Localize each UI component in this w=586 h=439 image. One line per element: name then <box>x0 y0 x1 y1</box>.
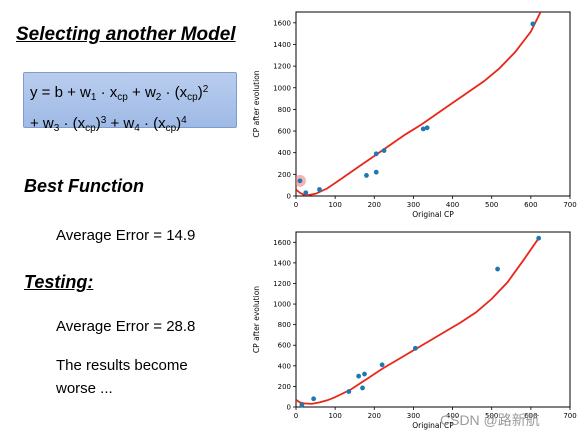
x-tick-label: 400 <box>446 201 459 209</box>
formula-box: y = b + w1 · xcp + w2 · (xcp)2 + w3 · (x… <box>23 72 237 134</box>
formula-part: · x <box>96 84 118 101</box>
slide-title: Selecting another Model <box>16 24 236 45</box>
y-tick-label: 1600 <box>273 19 291 27</box>
data-point <box>360 385 365 391</box>
formula-part: cp <box>117 92 128 103</box>
formula-part: 4 <box>134 123 140 134</box>
data-point <box>530 21 536 27</box>
y-tick-label: 1400 <box>273 259 291 267</box>
formula-part: cp <box>187 92 198 103</box>
x-tick-label: 700 <box>563 201 576 209</box>
y-tick-label: 1200 <box>273 63 291 71</box>
y-tick-label: 1400 <box>273 41 291 49</box>
plot-frame <box>295 11 571 197</box>
formula-part: cp <box>165 123 177 134</box>
data-point <box>424 125 430 131</box>
x-tick-label: 100 <box>328 201 341 209</box>
formula-part: · (x <box>139 115 166 132</box>
formula-part: 2 <box>202 84 209 95</box>
x-tick-label: 200 <box>368 412 381 420</box>
x-tick-label: 700 <box>563 412 576 420</box>
data-point <box>299 402 305 408</box>
data-point <box>420 126 426 132</box>
x-tick-label: 600 <box>524 412 537 420</box>
data-point <box>412 345 418 351</box>
y-tick-label: 1200 <box>273 280 291 288</box>
data-point <box>362 371 367 377</box>
y-tick-label: 0 <box>287 404 291 412</box>
x-tick-label: 300 <box>407 201 420 209</box>
plot-frame <box>295 231 571 408</box>
x-tick-label: 600 <box>524 201 537 209</box>
x-tick-label: 200 <box>368 201 381 209</box>
formula-part: + w <box>30 115 54 132</box>
data-point <box>536 235 542 241</box>
y-tick-label: 1000 <box>273 84 291 92</box>
formula-part: 3 <box>53 123 60 134</box>
formula-part: 4 <box>181 115 187 126</box>
x-tick-label: 0 <box>294 412 298 420</box>
data-point <box>495 266 500 272</box>
x-tick-label: 300 <box>407 412 420 420</box>
x-tick-label: 400 <box>446 412 459 420</box>
best-function-error: Average Error = 14.9 <box>56 227 196 244</box>
formula-part: y = b + w <box>30 84 91 101</box>
y-tick-label: 800 <box>278 321 291 329</box>
formula-part: · (x <box>59 115 86 132</box>
data-point <box>373 151 379 157</box>
formula-part: 2 <box>155 92 162 103</box>
data-point <box>364 173 369 178</box>
y-axis-label: CP after evolution <box>252 70 261 137</box>
fit-curve <box>296 12 542 196</box>
data-point <box>381 148 387 153</box>
y-tick-label: 400 <box>278 149 291 157</box>
x-tick-label: 500 <box>485 412 498 420</box>
y-tick-label: 800 <box>278 106 291 114</box>
x-tick-label: 100 <box>328 412 341 420</box>
y-tick-label: 200 <box>278 383 291 391</box>
y-tick-label: 600 <box>278 342 291 350</box>
result-line-1: The results become <box>56 357 188 374</box>
x-tick-label: 500 <box>485 201 498 209</box>
formula-part: + w <box>127 84 156 101</box>
data-point <box>356 373 362 379</box>
x-axis-label: Original CP <box>412 210 454 219</box>
data-point <box>373 169 379 175</box>
fit-curve <box>296 237 540 405</box>
formula-part: cp <box>85 123 96 134</box>
data-point <box>379 362 385 368</box>
y-tick-label: 400 <box>278 362 291 370</box>
data-point <box>311 396 317 402</box>
formula-part: 1 <box>90 92 97 103</box>
y-tick-label: 600 <box>278 128 291 136</box>
formula-part: · (x <box>161 84 188 101</box>
data-point <box>317 187 322 192</box>
y-tick-label: 1000 <box>273 301 291 309</box>
formula-part: ) <box>95 115 101 132</box>
testing-error: Average Error = 28.8 <box>56 318 196 335</box>
y-axis-label: CP after evolution <box>252 286 261 353</box>
formula-part: ) <box>197 84 203 101</box>
formula-part: 3 <box>100 115 107 126</box>
formula-line-2: + w3 · (xcp)3 + w4 · (xcp)4 <box>30 109 230 140</box>
data-point <box>303 190 309 196</box>
formula-line-1: y = b + w1 · xcp + w2 · (xcp)2 <box>30 78 230 109</box>
x-tick-label: 0 <box>294 201 298 209</box>
watermark: CSDN @路新航 <box>440 412 540 428</box>
y-tick-label: 0 <box>287 193 291 201</box>
formula-part: ) <box>176 115 182 132</box>
testing-plot: 0 100 200 300 400 500 600 700 0 200 400 600 800 1000 1… <box>252 231 577 430</box>
testing-heading: Testing: <box>24 272 94 292</box>
data-point <box>297 178 303 184</box>
best-function-heading: Best Function <box>24 176 144 196</box>
formula-part: + w <box>106 115 135 132</box>
result-line-2: worse ... <box>56 380 113 397</box>
data-point <box>346 389 352 394</box>
y-tick-label: 1600 <box>273 239 291 247</box>
y-tick-label: 200 <box>278 171 291 179</box>
x-axis-label: Original CP <box>412 421 454 430</box>
training-plot: 0 100 200 300 400 500 600 700 0 200 400 600 800 1000 1… <box>252 11 577 219</box>
